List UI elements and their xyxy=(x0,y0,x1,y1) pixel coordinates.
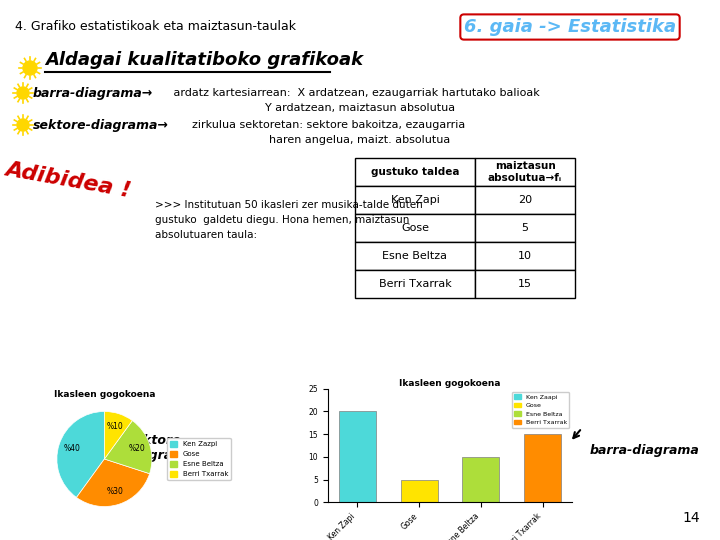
Title: Ikasleen gogokoena: Ikasleen gogokoena xyxy=(54,390,155,399)
Bar xyxy=(524,434,562,502)
Bar xyxy=(475,242,575,270)
Text: sektore-diagrama→: sektore-diagrama→ xyxy=(33,118,169,132)
Text: 14: 14 xyxy=(683,511,700,525)
Bar xyxy=(462,457,500,502)
Text: 5: 5 xyxy=(521,223,528,233)
Text: 6. gaia -> Estatistika: 6. gaia -> Estatistika xyxy=(464,18,676,36)
Bar xyxy=(355,242,475,270)
Text: sektore-
diagrama: sektore- diagrama xyxy=(128,434,194,462)
Text: Gose: Gose xyxy=(401,223,429,233)
Text: >>> Institutuan 50 ikasleri zer musika-talde duten
gustuko  galdetu diegu. Hona : >>> Institutuan 50 ikasleri zer musika-t… xyxy=(155,200,423,240)
Text: %40: %40 xyxy=(63,444,81,453)
Bar xyxy=(338,411,376,502)
Text: barra-diagrama: barra-diagrama xyxy=(590,444,700,457)
Text: Adibidea !: Adibidea ! xyxy=(4,159,132,201)
Text: Berri Txarrak: Berri Txarrak xyxy=(379,279,451,289)
Legend: Ken Zaapi, Gose, Esne Beltza, Berri Txarrak: Ken Zaapi, Gose, Esne Beltza, Berri Txar… xyxy=(512,392,570,428)
Text: %10: %10 xyxy=(107,422,123,431)
Text: barra-diagrama→: barra-diagrama→ xyxy=(33,86,153,99)
Wedge shape xyxy=(104,421,152,474)
Bar xyxy=(400,480,438,502)
Text: 10: 10 xyxy=(518,251,532,261)
Text: gustuko taldea: gustuko taldea xyxy=(371,167,459,177)
Text: 15: 15 xyxy=(518,279,532,289)
Circle shape xyxy=(17,87,29,99)
Text: 20: 20 xyxy=(518,195,532,205)
Text: 4. Grafiko estatistikoak eta maiztasun-taulak: 4. Grafiko estatistikoak eta maiztasun-t… xyxy=(15,20,296,33)
Title: Ikasleen gogokoena: Ikasleen gogokoena xyxy=(400,379,500,388)
Circle shape xyxy=(23,61,37,75)
Text: ardatz kartesiarrean:  X ardatzean, ezaugarriak hartutako balioak: ardatz kartesiarrean: X ardatzean, ezaug… xyxy=(170,88,540,98)
Wedge shape xyxy=(57,411,104,497)
Text: haren angelua, maizt. absolutua: haren angelua, maizt. absolutua xyxy=(269,135,451,145)
Circle shape xyxy=(17,119,29,131)
Bar xyxy=(355,158,475,186)
Wedge shape xyxy=(76,459,150,507)
Wedge shape xyxy=(104,411,132,459)
Text: Esne Beltza: Esne Beltza xyxy=(382,251,448,261)
Bar xyxy=(355,214,475,242)
Bar xyxy=(475,270,575,298)
Bar xyxy=(355,270,475,298)
Text: Aldagai kualitatiboko grafikoak: Aldagai kualitatiboko grafikoak xyxy=(45,51,363,69)
Bar xyxy=(475,158,575,186)
Text: %30: %30 xyxy=(107,487,123,496)
Bar xyxy=(475,214,575,242)
Legend: Ken Zazpi, Gose, Esne Beltza, Berri Txarrak: Ken Zazpi, Gose, Esne Beltza, Berri Txar… xyxy=(167,438,231,480)
Text: maiztasun
absolutua→fᵢ: maiztasun absolutua→fᵢ xyxy=(488,161,562,183)
Text: Y ardatzean, maiztasun absolutua: Y ardatzean, maiztasun absolutua xyxy=(265,103,455,113)
Bar xyxy=(355,186,475,214)
Bar xyxy=(475,186,575,214)
Text: zirkulua sektoretan: sektore bakoitza, ezaugarria: zirkulua sektoretan: sektore bakoitza, e… xyxy=(192,120,465,130)
Text: Ken Zapi: Ken Zapi xyxy=(390,195,439,205)
Text: %20: %20 xyxy=(129,444,145,453)
